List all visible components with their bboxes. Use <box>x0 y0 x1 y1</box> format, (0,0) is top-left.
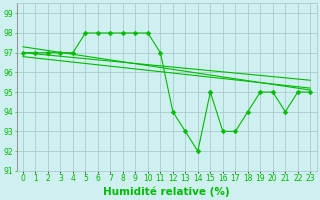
X-axis label: Humidité relative (%): Humidité relative (%) <box>103 186 230 197</box>
